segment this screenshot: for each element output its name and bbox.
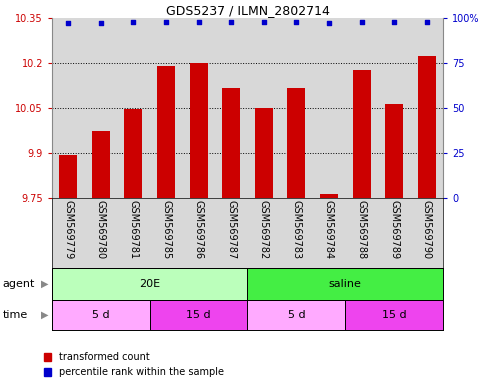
Text: ▶: ▶ bbox=[41, 279, 48, 289]
Bar bbox=[222, 88, 240, 198]
Point bbox=[227, 18, 235, 25]
Title: GDS5237 / ILMN_2802714: GDS5237 / ILMN_2802714 bbox=[166, 4, 329, 17]
Text: GSM569788: GSM569788 bbox=[356, 200, 367, 259]
Text: GSM569786: GSM569786 bbox=[194, 200, 204, 259]
Text: 5 d: 5 d bbox=[287, 310, 305, 320]
Bar bbox=[125, 109, 142, 198]
Point bbox=[195, 18, 202, 25]
Bar bbox=[345, 300, 443, 330]
Point bbox=[293, 18, 300, 25]
Text: GSM569785: GSM569785 bbox=[161, 200, 171, 259]
Text: 5 d: 5 d bbox=[92, 310, 110, 320]
Point bbox=[162, 18, 170, 25]
Point bbox=[423, 18, 430, 25]
Text: GSM569782: GSM569782 bbox=[259, 200, 269, 259]
Bar bbox=[320, 194, 338, 198]
Text: GSM569789: GSM569789 bbox=[389, 200, 399, 259]
Text: GSM569779: GSM569779 bbox=[63, 200, 73, 259]
Text: ▶: ▶ bbox=[41, 310, 48, 320]
Bar bbox=[92, 131, 110, 198]
Text: 15 d: 15 d bbox=[382, 310, 406, 320]
Text: GSM569784: GSM569784 bbox=[324, 200, 334, 259]
Text: GSM569790: GSM569790 bbox=[422, 200, 432, 259]
Bar bbox=[353, 71, 370, 198]
Bar bbox=[255, 108, 273, 198]
Text: agent: agent bbox=[2, 279, 35, 289]
Bar bbox=[52, 300, 150, 330]
Legend: transformed count, percentile rank within the sample: transformed count, percentile rank withi… bbox=[43, 353, 224, 377]
Text: GSM569787: GSM569787 bbox=[226, 200, 236, 259]
Text: 20E: 20E bbox=[139, 279, 160, 289]
Bar bbox=[385, 104, 403, 198]
Point bbox=[64, 20, 72, 26]
Point bbox=[358, 18, 366, 25]
Text: GSM569781: GSM569781 bbox=[128, 200, 139, 259]
Bar bbox=[247, 268, 443, 300]
Point bbox=[390, 18, 398, 25]
Bar bbox=[150, 300, 247, 330]
Text: 15 d: 15 d bbox=[186, 310, 211, 320]
Text: saline: saline bbox=[329, 279, 362, 289]
Bar bbox=[418, 56, 436, 198]
Text: time: time bbox=[2, 310, 28, 320]
Bar bbox=[190, 63, 208, 198]
Text: GSM569780: GSM569780 bbox=[96, 200, 106, 259]
Bar bbox=[157, 66, 175, 198]
Point bbox=[260, 18, 268, 25]
Text: GSM569783: GSM569783 bbox=[291, 200, 301, 259]
Point bbox=[97, 20, 105, 26]
Bar bbox=[52, 268, 247, 300]
Point bbox=[325, 20, 333, 26]
Bar bbox=[287, 88, 305, 198]
Bar bbox=[59, 154, 77, 198]
Bar bbox=[247, 300, 345, 330]
Point bbox=[129, 18, 137, 25]
